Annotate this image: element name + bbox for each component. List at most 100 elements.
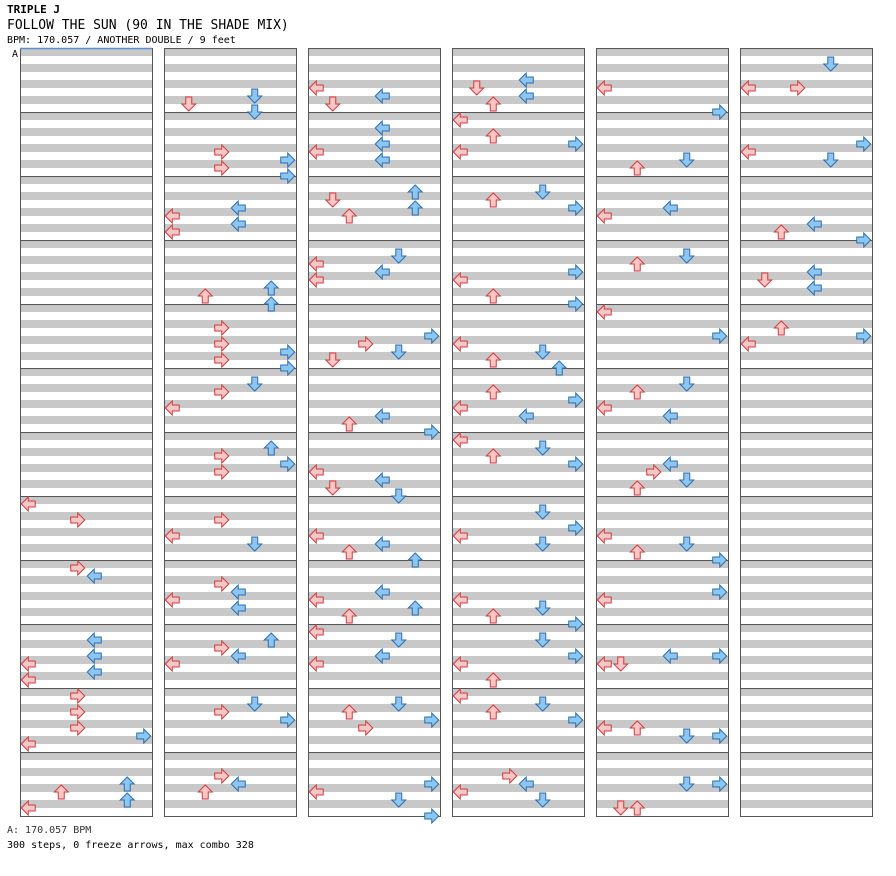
beat-band: [596, 128, 728, 136]
beat-band: [20, 736, 152, 744]
beat-band: [308, 144, 440, 152]
section-marker: A: [12, 49, 18, 60]
beat-band: [20, 256, 152, 264]
beat-band: [596, 352, 728, 360]
beat-band: [740, 512, 872, 520]
beat-band: [308, 96, 440, 104]
beat-band: [308, 400, 440, 408]
beat-band: [740, 96, 872, 104]
beat-band: [740, 704, 872, 712]
beat-band: [740, 240, 872, 248]
beat-band: [452, 432, 584, 440]
beat-band: [164, 608, 296, 616]
step-stats: 300 steps, 0 freeze arrows, max combo 32…: [7, 840, 254, 851]
beat-band: [308, 640, 440, 648]
beat-band: [20, 656, 152, 664]
beat-band: [308, 208, 440, 216]
beat-band: [452, 128, 584, 136]
beat-band: [20, 288, 152, 296]
beat-band: [740, 80, 872, 88]
beat-band: [308, 384, 440, 392]
beat-band: [308, 544, 440, 552]
beat-band: [452, 544, 584, 552]
beat-band: [20, 672, 152, 680]
beat-band: [452, 656, 584, 664]
beat-band: [308, 672, 440, 680]
beat-band: [20, 752, 152, 760]
beat-band: [20, 320, 152, 328]
beat-band: [452, 48, 584, 56]
beat-band: [308, 128, 440, 136]
beat-band: [308, 528, 440, 536]
beat-band: [740, 208, 872, 216]
beat-band: [308, 720, 440, 728]
beat-band: [20, 592, 152, 600]
beat-band: [308, 416, 440, 424]
beat-band: [596, 304, 728, 312]
beat-band: [164, 128, 296, 136]
beat-band: [20, 176, 152, 184]
beat-band: [596, 656, 728, 664]
beat-band: [164, 224, 296, 232]
beat-band: [596, 272, 728, 280]
beat-band: [452, 480, 584, 488]
beat-band: [20, 208, 152, 216]
beat-band: [308, 656, 440, 664]
chart-info: BPM: 170.057 / ANOTHER DOUBLE / 9 feet: [7, 35, 236, 46]
beat-band: [740, 400, 872, 408]
beat-band: [308, 160, 440, 168]
beat-band: [20, 464, 152, 472]
beat-band: [20, 688, 152, 696]
beat-band: [740, 160, 872, 168]
beat-band: [452, 256, 584, 264]
beat-band: [20, 768, 152, 776]
beat-band: [740, 768, 872, 776]
beat-band: [20, 128, 152, 136]
beat-band: [20, 416, 152, 424]
beat-band: [452, 784, 584, 792]
beat-band: [596, 624, 728, 632]
beat-band: [452, 464, 584, 472]
beat-band: [308, 48, 440, 56]
beat-band: [308, 176, 440, 184]
beat-band: [20, 784, 152, 792]
beat-band: [20, 192, 152, 200]
beat-band: [20, 624, 152, 632]
beat-band: [452, 192, 584, 200]
beat-band: [20, 96, 152, 104]
beat-band: [740, 448, 872, 456]
beat-band: [740, 464, 872, 472]
beat-band: [452, 448, 584, 456]
beat-band: [164, 544, 296, 552]
beat-band: [452, 144, 584, 152]
beat-band: [452, 384, 584, 392]
beat-band: [20, 496, 152, 504]
beat-band: [452, 208, 584, 216]
beat-band: [740, 576, 872, 584]
beat-band: [740, 624, 872, 632]
beat-band: [308, 320, 440, 328]
beat-band: [164, 448, 296, 456]
beat-band: [740, 640, 872, 648]
beat-band: [308, 560, 440, 568]
beat-band: [740, 416, 872, 424]
beat-band: [740, 64, 872, 72]
beat-band: [164, 384, 296, 392]
beat-band: [596, 480, 728, 488]
beat-band: [740, 672, 872, 680]
beat-band: [308, 272, 440, 280]
beat-band: [596, 608, 728, 616]
beat-band: [596, 560, 728, 568]
beat-band: [308, 224, 440, 232]
beat-band: [308, 480, 440, 488]
beat-band: [452, 288, 584, 296]
beat-band: [740, 256, 872, 264]
beat-band: [596, 256, 728, 264]
beat-band: [452, 352, 584, 360]
beat-band: [452, 720, 584, 728]
beat-band: [452, 800, 584, 808]
beat-band: [20, 576, 152, 584]
beat-band: [308, 576, 440, 584]
beat-band: [596, 288, 728, 296]
